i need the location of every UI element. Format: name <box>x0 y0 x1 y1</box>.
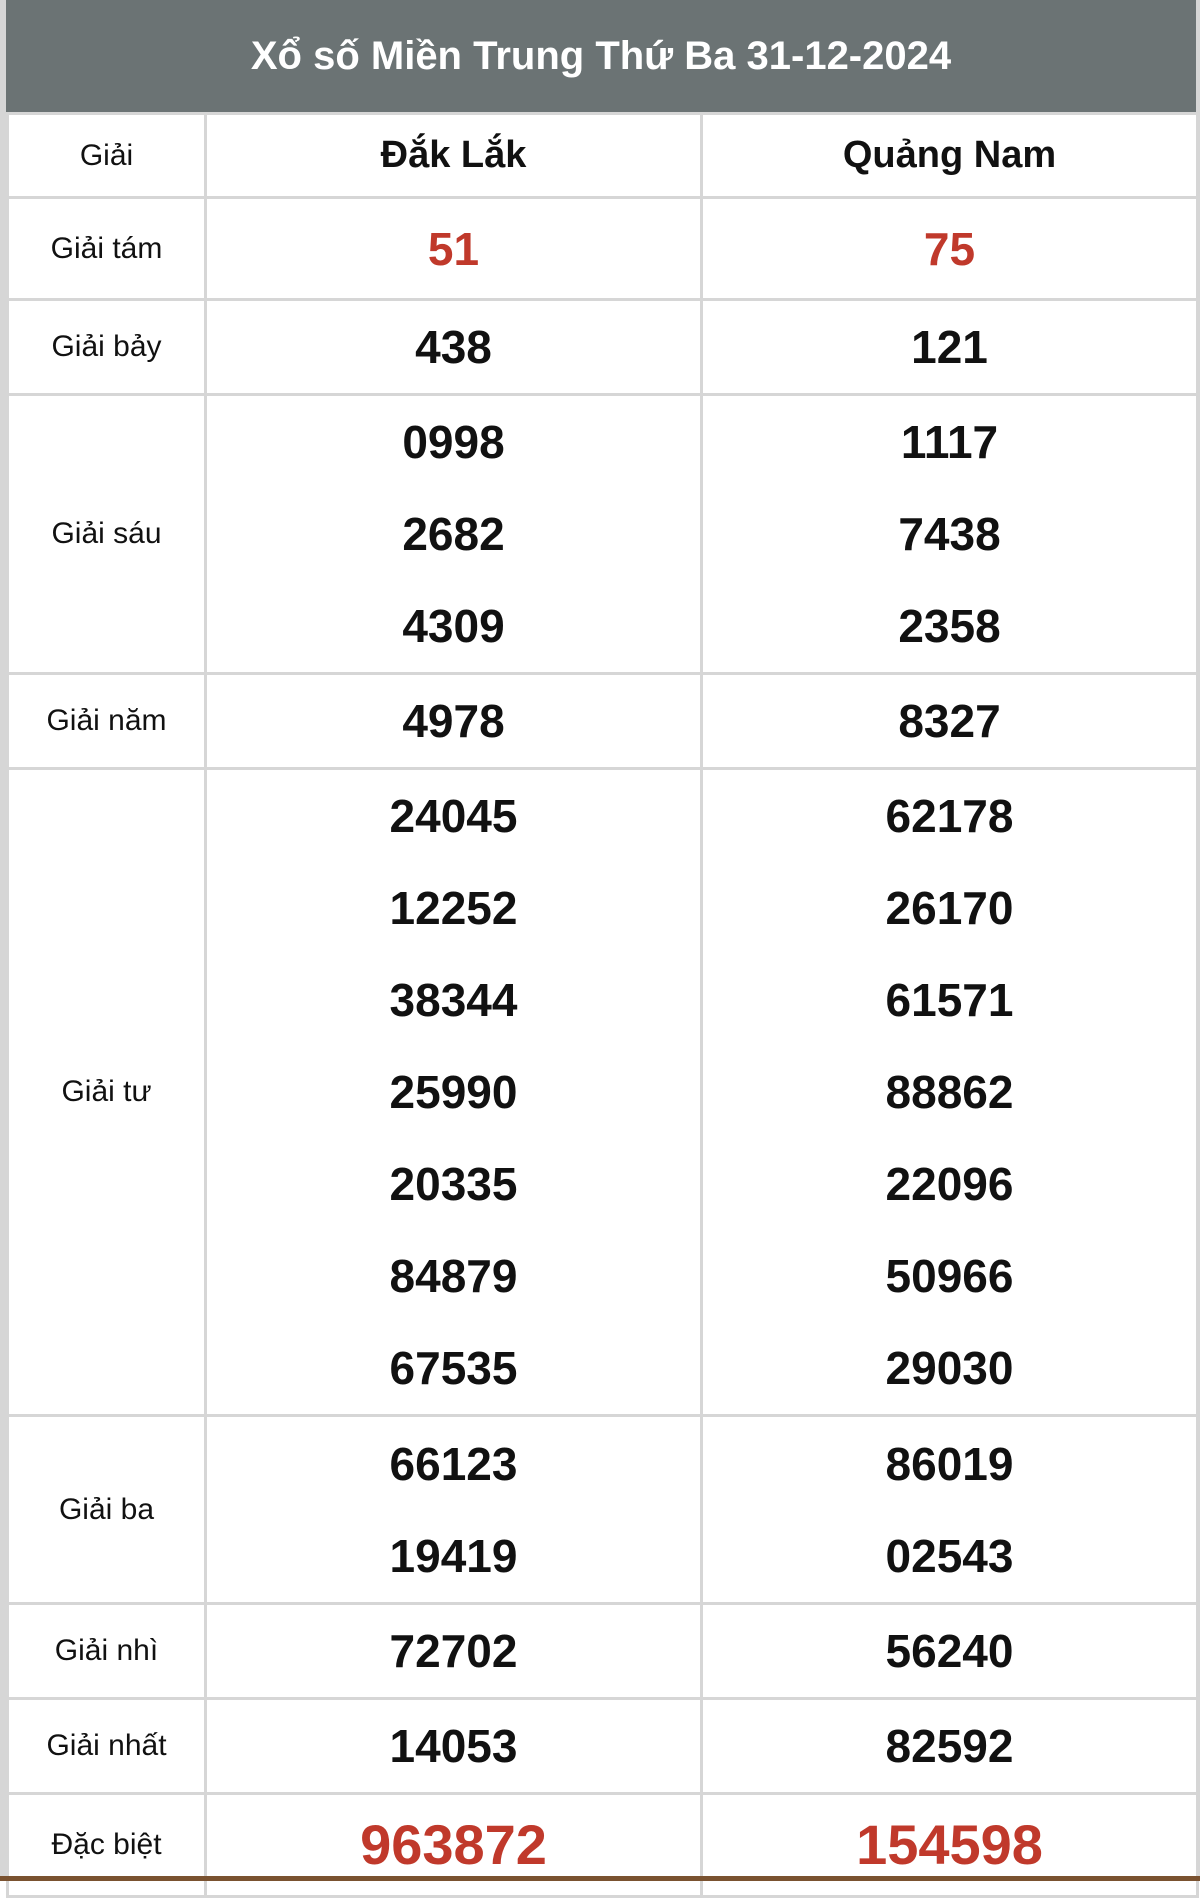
prize-row: Giải nhì 72702 56240 <box>6 1602 1199 1700</box>
province-results: 154598 <box>700 1792 1199 1898</box>
province-results: 14053 <box>204 1697 703 1795</box>
province-header: Quảng Nam <box>700 112 1199 199</box>
prize-row: Đặc biệt 963872 154598 <box>6 1792 1199 1898</box>
prize-row: Giải bảy 438 121 <box>6 298 1199 396</box>
province-results: 86019 02543 <box>700 1414 1199 1605</box>
prize-label: Giải nhất <box>6 1697 207 1795</box>
prize-label: Giải năm <box>6 672 207 770</box>
winning-number: 24045 <box>389 790 518 842</box>
winning-number: 72702 <box>389 1625 518 1677</box>
province-results: 66123 19419 <box>204 1414 703 1605</box>
province-header: Đắk Lắk <box>204 112 703 199</box>
prize-label: Giải nhì <box>6 1602 207 1700</box>
province-results: 438 <box>204 298 703 396</box>
prize-row: Giải năm 4978 8327 <box>6 672 1199 770</box>
winning-number: 20335 <box>389 1158 518 1210</box>
winning-number: 4978 <box>402 695 505 747</box>
winning-number: 121 <box>911 321 988 373</box>
province-results: 0998 2682 4309 <box>204 393 703 675</box>
winning-number: 963872 <box>360 1813 547 1876</box>
winning-number: 4309 <box>402 600 505 652</box>
winning-number: 86019 <box>885 1437 1014 1490</box>
province-results: 121 <box>700 298 1199 396</box>
province-results: 56240 <box>700 1602 1199 1700</box>
prize-column-header: Giải <box>6 112 207 199</box>
prize-label: Giải tám <box>6 196 207 301</box>
winning-number: 67535 <box>389 1342 518 1394</box>
prize-row: Giải tư 24045 12252 38344 25990 20335 84879 675… <box>6 767 1199 1417</box>
winning-number: 0998 <box>402 416 505 468</box>
winning-number: 50966 <box>885 1250 1014 1302</box>
winning-number: 154598 <box>856 1813 1043 1876</box>
prize-row: Giải sáu 0998 2682 4309 1117 7438 2358 <box>6 393 1199 675</box>
winning-number: 75 <box>923 222 976 275</box>
winning-number: 84879 <box>389 1250 518 1302</box>
province-results: 82592 <box>700 1697 1199 1795</box>
winning-number: 38344 <box>389 974 518 1026</box>
province-results: 4978 <box>204 672 703 770</box>
province-results: 963872 <box>204 1792 703 1898</box>
province-results: 1117 7438 2358 <box>700 393 1199 675</box>
winning-number: 82592 <box>885 1720 1014 1772</box>
winning-number: 26170 <box>885 882 1014 934</box>
winning-number: 51 <box>427 222 480 275</box>
results-table: Giải Đắk Lắk Quảng Nam Giải tám 51 75 Giải … <box>6 112 1199 1898</box>
winning-number: 2358 <box>898 600 1001 652</box>
winning-number: 88862 <box>885 1066 1014 1118</box>
prize-row: Giải nhất 14053 82592 <box>6 1697 1199 1795</box>
winning-number: 2682 <box>402 508 505 560</box>
winning-number: 22096 <box>885 1158 1014 1210</box>
prize-row: Giải ba 66123 19419 86019 02543 <box>6 1414 1199 1605</box>
winning-number: 19419 <box>389 1529 518 1582</box>
province-results: 24045 12252 38344 25990 20335 84879 67535 <box>204 767 703 1417</box>
winning-number: 8327 <box>898 695 1001 747</box>
prize-label: Giải tư <box>6 767 207 1417</box>
winning-number: 29030 <box>885 1342 1014 1394</box>
header-row: Giải Đắk Lắk Quảng Nam <box>6 112 1199 199</box>
winning-number: 7438 <box>898 508 1001 560</box>
winning-number: 438 <box>415 321 492 373</box>
winning-number: 1117 <box>900 416 999 468</box>
winning-number: 14053 <box>389 1720 518 1772</box>
province-results: 51 <box>204 196 703 301</box>
winning-number: 56240 <box>885 1625 1014 1677</box>
bottom-bar <box>0 1876 1200 1881</box>
prize-row: Giải tám 51 75 <box>6 196 1199 301</box>
province-results: 62178 26170 61571 88862 22096 50966 29030 <box>700 767 1199 1417</box>
prize-label: Giải sáu <box>6 393 207 675</box>
prize-label: Đặc biệt <box>6 1792 207 1898</box>
winning-number: 02543 <box>885 1529 1014 1582</box>
winning-number: 25990 <box>389 1066 518 1118</box>
province-results: 72702 <box>204 1602 703 1700</box>
prize-label: Giải ba <box>6 1414 207 1605</box>
winning-number: 12252 <box>389 882 518 934</box>
page-title: Xổ số Miền Trung Thứ Ba 31-12-2024 <box>6 0 1196 112</box>
prize-label: Giải bảy <box>6 298 207 396</box>
province-results: 75 <box>700 196 1199 301</box>
winning-number: 66123 <box>389 1437 518 1490</box>
winning-number: 61571 <box>885 974 1014 1026</box>
province-results: 8327 <box>700 672 1199 770</box>
winning-number: 62178 <box>885 790 1014 842</box>
